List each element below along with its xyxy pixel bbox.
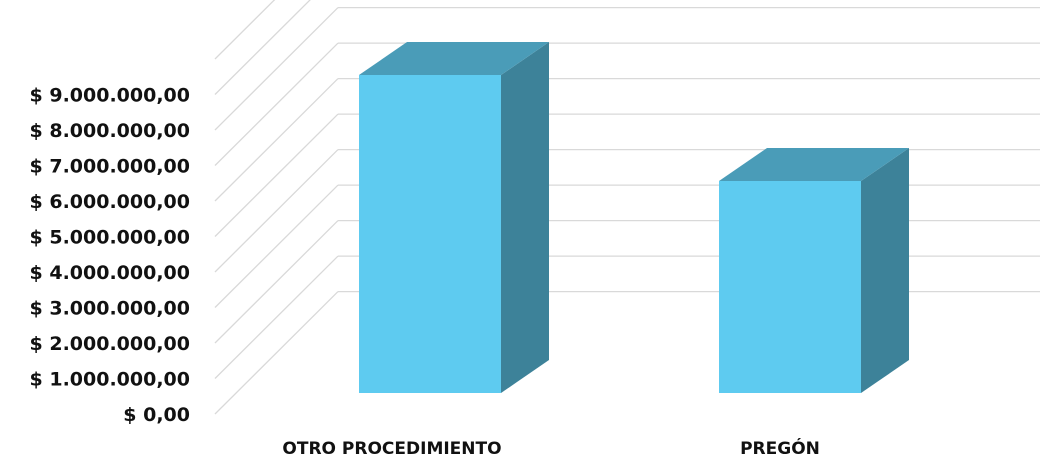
gridline-diagonal [214,291,339,415]
gridline-diagonal [214,220,339,344]
gridlines [214,0,1040,415]
gridline-diagonal [214,0,311,95]
gridline-diagonal [214,0,276,60]
bars [359,42,909,393]
y-tick-label: $ 1.000.000,00 [30,369,190,391]
gridline-diagonal [214,113,339,237]
gridline-diagonal [214,78,339,202]
x-tick-label: OTRO PROCEDIMIENTO [282,439,501,459]
y-tick-label: $ 8.000.000,00 [30,120,190,142]
y-tick-label: $ 9.000.000,00 [30,85,190,107]
bar-top [359,42,549,75]
gridline-diagonal [214,7,339,131]
bar-top [719,148,909,181]
y-tick-label: $ 4.000.000,00 [30,262,190,284]
gridline-diagonal [214,255,339,379]
gridline-diagonal [214,149,339,273]
bar [359,75,501,393]
y-tick-label: $ 7.000.000,00 [30,156,190,178]
x-axis-tick-labels: OTRO PROCEDIMIENTO PREGÓN [282,437,819,459]
x-tick-label: PREGÓN [740,437,820,459]
bar-side [501,42,549,393]
bar-side [861,148,909,393]
y-tick-label: $ 2.000.000,00 [30,333,190,355]
y-tick-label: $ 5.000.000,00 [30,227,190,249]
y-tick-label: $ 0,00 [123,404,190,426]
gridline-diagonal [214,184,339,308]
gridline-diagonal [214,42,339,166]
y-axis-tick-labels: $ 0,00 $ 1.000.000,00 $ 2.000.000,00 $ 3.00… [30,85,190,427]
bar [719,181,861,393]
y-tick-label: $ 6.000.000,00 [30,191,190,213]
y-tick-label: $ 3.000.000,00 [30,298,190,320]
